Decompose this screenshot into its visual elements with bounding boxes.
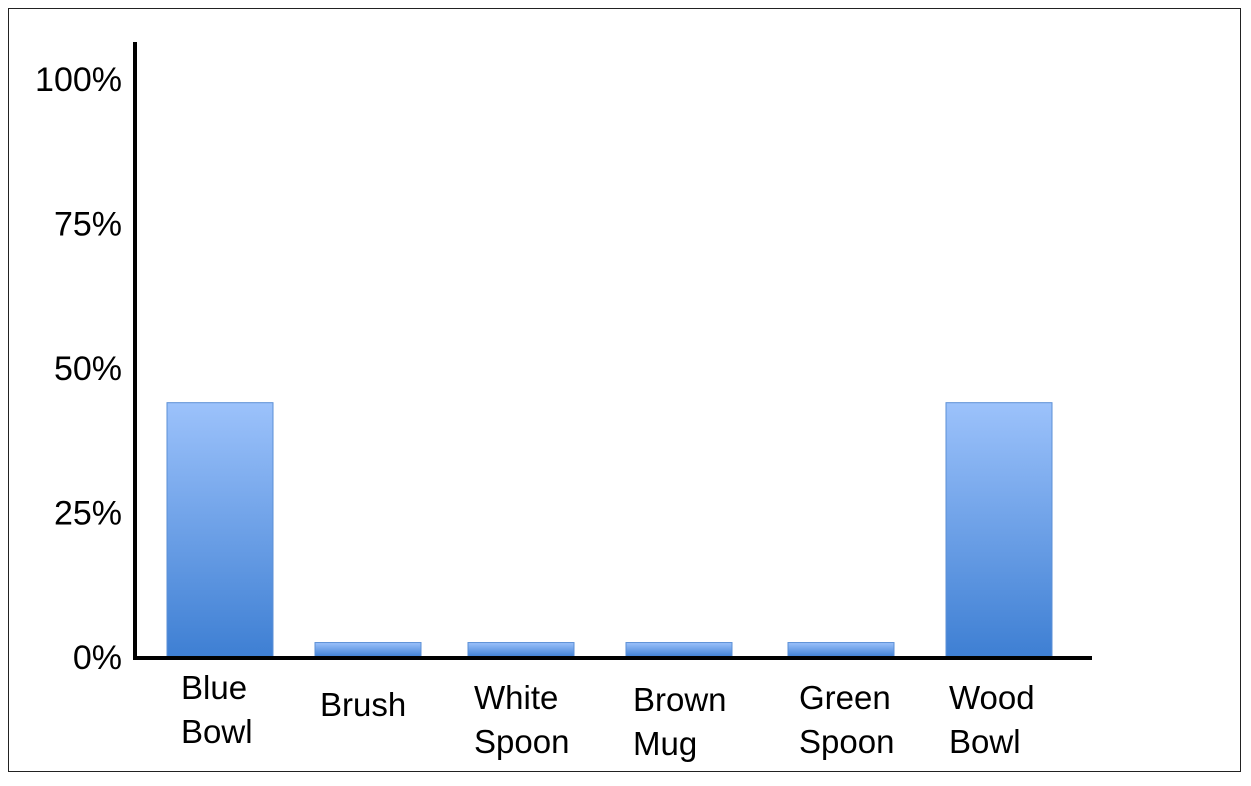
bar-blue-bowl [166, 402, 274, 658]
x-category-label: Green Spoon [799, 679, 894, 760]
x-category-label: Wood Bowl [949, 679, 1035, 760]
chart-frame: 0% 25% 50% 75% 100% Blue Bowl Brush White Spoon B… [8, 8, 1241, 772]
bar-green-spoon [787, 642, 895, 658]
bar-wood-bowl [945, 402, 1053, 658]
y-tick-label: 25% [54, 495, 122, 533]
y-tick-label: 0% [73, 639, 122, 677]
x-category-label: White Spoon [474, 679, 569, 760]
y-tick-labels: 0% 25% 50% 75% 100% [35, 61, 122, 677]
x-category-label: Brown Mug [633, 681, 727, 762]
bar-brown-mug [625, 642, 733, 658]
y-tick-label: 75% [54, 206, 122, 244]
y-tick-label: 50% [54, 350, 122, 388]
bar-white-spoon [467, 642, 575, 658]
x-category-label: Blue Bowl [181, 669, 253, 750]
x-category-labels: Blue Bowl Brush White Spoon Brown Mug Green Spoo… [181, 669, 1035, 762]
bar-brush [314, 642, 422, 658]
bars-group [166, 402, 1053, 658]
x-category-label: Brush [320, 686, 406, 723]
y-tick-label: 100% [35, 61, 122, 99]
